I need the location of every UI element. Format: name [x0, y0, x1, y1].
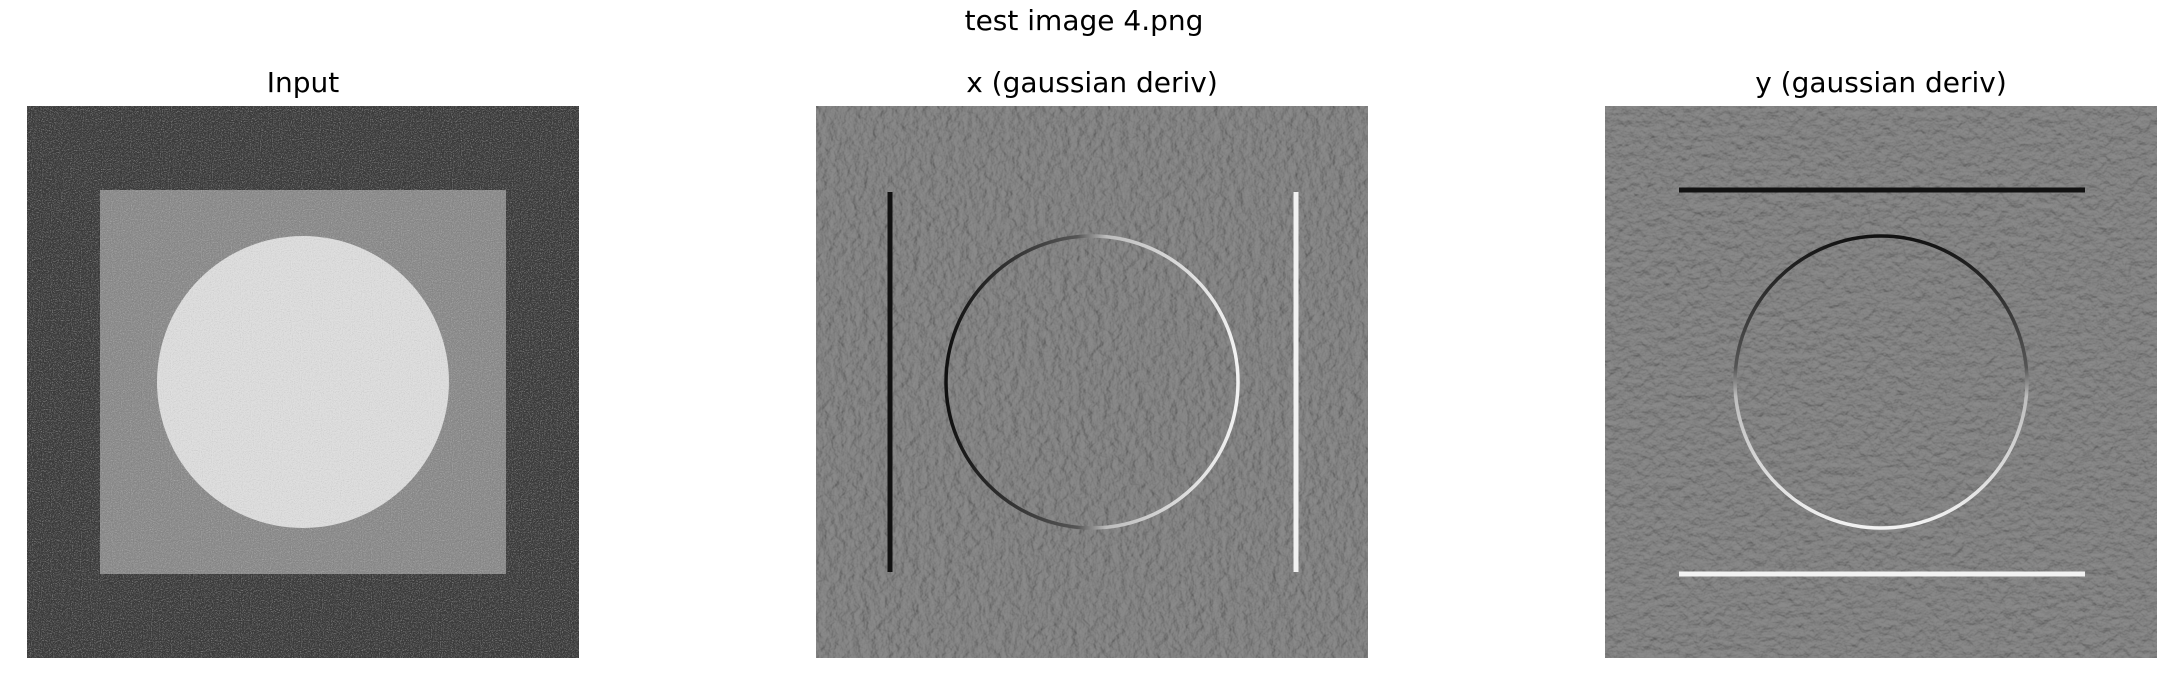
figure-title: test image 4.png: [964, 4, 1204, 37]
y-deriv-image: [1605, 106, 2157, 658]
input-circle: [157, 236, 449, 528]
input-image: [27, 106, 579, 658]
x-deriv-circle-edge: [944, 234, 1240, 530]
y-deriv-circle-edge: [1733, 234, 2029, 530]
panel-title-x-deriv: x (gaussian deriv): [966, 66, 1218, 99]
panel-title-input: Input: [266, 66, 340, 99]
panel-title-y-deriv: y (gaussian deriv): [1755, 66, 2007, 99]
x-deriv-image: [816, 106, 1368, 658]
